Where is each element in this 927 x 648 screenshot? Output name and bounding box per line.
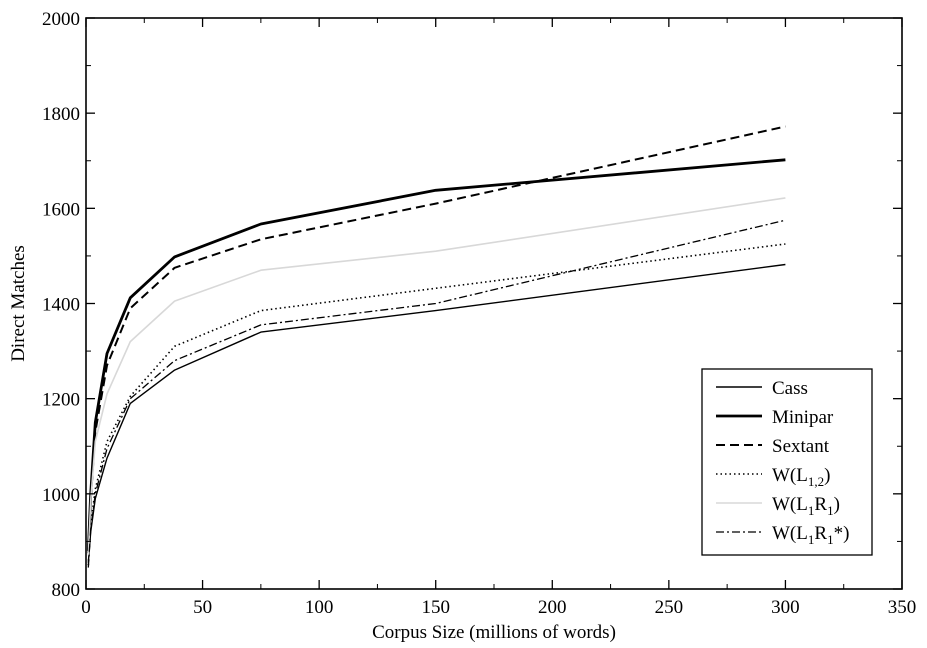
y-tick-label: 1600 (42, 199, 80, 220)
y-tick-label: 1400 (42, 295, 80, 316)
legend-item: W(L1R1*) (716, 523, 849, 547)
y-axis-title: Direct Matches (8, 245, 29, 362)
series-layer (86, 125, 786, 568)
x-tick-label: 100 (305, 597, 334, 618)
x-tick-label: 300 (771, 597, 800, 618)
x-tick-label: 50 (193, 597, 212, 618)
legend-label: Cass (772, 378, 808, 399)
series-line-3 (87, 243, 786, 566)
legend-label: W(L1R1) (772, 494, 840, 518)
x-tick-label: 350 (888, 597, 917, 618)
legend-item: W(L1R1) (716, 494, 840, 518)
legend-item: Sextant (716, 436, 830, 457)
y-tick-label: 1800 (42, 104, 80, 125)
ticks-layer: 0 50 100 150 200 250 300 350 800 1000 1200 1400 1600… (42, 9, 916, 618)
x-tick-label: 250 (655, 597, 684, 618)
legend-label: Sextant (772, 436, 830, 457)
y-tick-label: 2000 (42, 9, 80, 30)
legend-item: Minipar (716, 407, 834, 428)
legend-item: Cass (716, 378, 808, 399)
y-tick-label: 1000 (42, 485, 80, 506)
legend-box (701, 368, 873, 556)
x-axis-title: Corpus Size (millions of words) (372, 622, 616, 643)
x-tick-label: 150 (421, 597, 450, 618)
series-line-0 (87, 263, 786, 563)
legend-item: W(L1,2) (716, 465, 830, 489)
series-line-1 (86, 158, 786, 551)
legend-label: W(L1,2) (772, 465, 830, 489)
legend-label: Minipar (772, 407, 834, 428)
legend: Cass Minipar Sextant W(L1,2) W(L1R1) W(L1R1*) (701, 368, 873, 556)
y-tick-label: 1200 (42, 390, 80, 411)
x-tick-label: 200 (538, 597, 567, 618)
series-line-4 (87, 197, 786, 556)
x-tick-label: 0 (81, 597, 91, 618)
y-tick-label: 800 (52, 580, 81, 601)
legend-label: W(L1R1*) (772, 523, 849, 547)
series-line-5 (87, 219, 786, 568)
